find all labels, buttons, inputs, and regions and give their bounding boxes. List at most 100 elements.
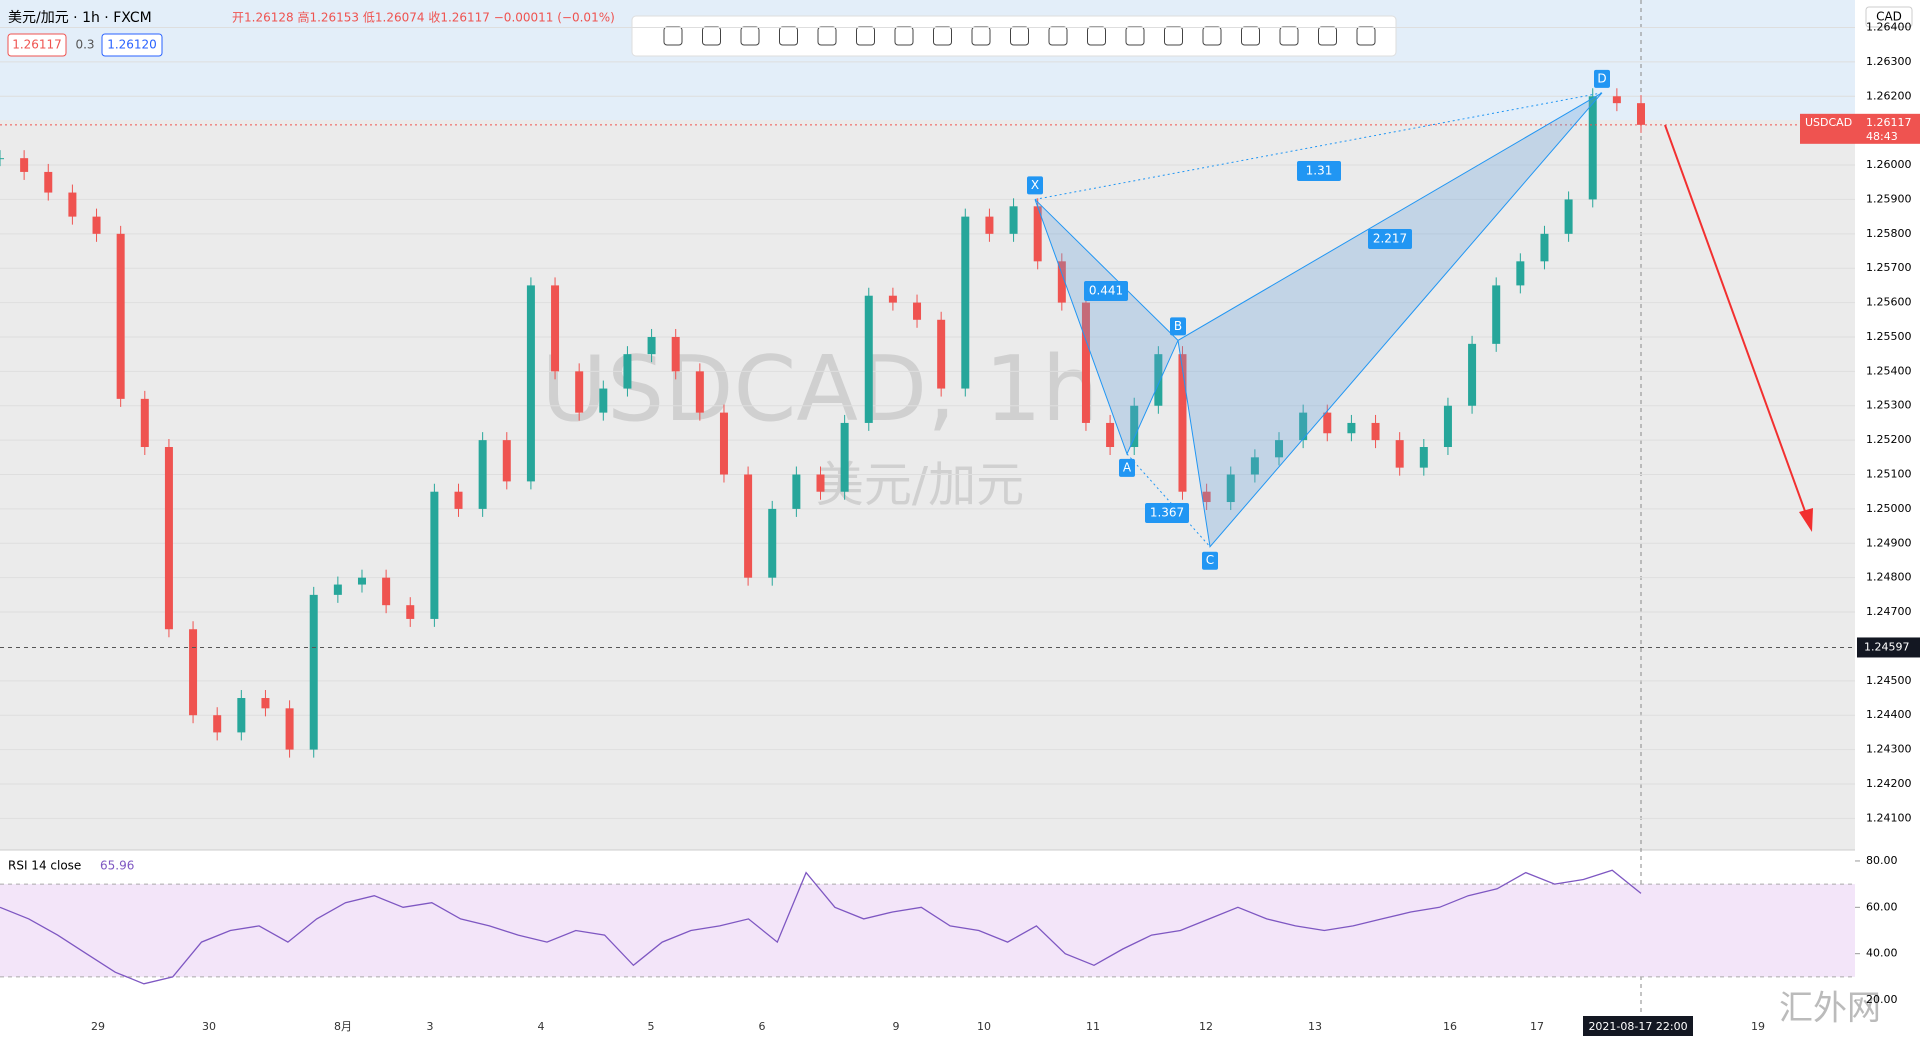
ask-box[interactable]	[101, 33, 163, 57]
tool-icon[interactable]	[1010, 26, 1029, 46]
last-price: 1.26117	[1866, 116, 1912, 129]
tool-icon[interactable]	[1241, 26, 1260, 46]
site-mark: 汇外网	[1779, 989, 1881, 1029]
tool-icon[interactable]	[1048, 26, 1068, 46]
candle	[68, 192, 77, 217]
tool-icon[interactable]	[856, 26, 875, 46]
toolbar[interactable]	[631, 15, 1397, 57]
candle	[333, 584, 342, 595]
tool-icon[interactable]	[740, 26, 760, 46]
pattern-point	[1027, 176, 1043, 195]
candle	[526, 285, 535, 482]
y-tick-label: 1.26300	[1866, 55, 1912, 68]
x-tick-label: 13	[1308, 1020, 1322, 1033]
bid[interactable]: 1.26117	[12, 38, 62, 52]
ask[interactable]: 1.26120	[107, 38, 157, 52]
candle	[1588, 96, 1597, 200]
currency[interactable]: CAD	[1876, 10, 1902, 24]
candle	[1081, 302, 1090, 423]
tool-icon[interactable]	[1202, 26, 1222, 46]
candle	[1516, 261, 1525, 286]
ohlc: 开1.26128 高1.26153 低1.26074 收1.26117 −0.0…	[232, 10, 615, 25]
pattern-label: D	[1597, 71, 1606, 85]
candle	[1443, 405, 1452, 448]
tool-icon[interactable]	[817, 26, 837, 46]
candle	[768, 508, 777, 578]
toolbar-box[interactable]	[631, 15, 1397, 57]
tool-icon[interactable]	[933, 26, 952, 46]
ratio: 0.441	[1089, 284, 1123, 298]
price-tag	[1800, 113, 1920, 144]
x-tick-label: 30	[202, 1020, 216, 1033]
ratio-box	[1084, 281, 1128, 301]
candle	[599, 388, 608, 413]
pattern-label: X	[1031, 178, 1039, 192]
y-tick-label: 1.25700	[1866, 261, 1912, 274]
candle	[1637, 103, 1645, 125]
y-tick-label: 1.24200	[1866, 777, 1912, 790]
x-tick-label: 16	[1443, 1020, 1457, 1033]
candle	[1250, 457, 1259, 475]
x-tick-label: 4	[538, 1020, 545, 1033]
candle	[551, 285, 560, 372]
rsi-last: 65.96	[100, 859, 134, 873]
candle	[1347, 422, 1356, 434]
candle	[1395, 440, 1404, 468]
currency-btn[interactable]	[1865, 6, 1913, 28]
x-tick-label: 11	[1086, 1020, 1100, 1033]
tool-icon[interactable]	[1318, 26, 1337, 46]
tool-icon[interactable]	[894, 26, 914, 46]
candle	[1033, 206, 1042, 262]
x-tick-label: 10	[977, 1020, 991, 1033]
countdown: 48:43	[1866, 130, 1898, 143]
candle	[623, 354, 632, 389]
candle	[1540, 233, 1549, 262]
ratio: 1.31	[1306, 164, 1333, 178]
x-tick-label: 2021-08-17 22:00	[1588, 1020, 1687, 1033]
candle	[816, 474, 825, 492]
candle	[1154, 354, 1163, 406]
y-tick-label: 1.26200	[1866, 89, 1912, 102]
tool-icon[interactable]	[663, 26, 683, 46]
x-tick-label: 19	[1751, 1020, 1765, 1033]
tool-icon[interactable]	[1087, 26, 1106, 46]
candle	[1057, 261, 1066, 303]
tool-icon[interactable]	[1356, 26, 1376, 46]
pattern-point	[1202, 551, 1218, 570]
candle	[744, 474, 753, 578]
pattern-point	[1170, 317, 1186, 336]
x-tick-label: 3	[427, 1020, 434, 1033]
bid-box[interactable]	[7, 33, 67, 57]
tool-icon[interactable]	[1279, 26, 1299, 46]
candle	[1323, 412, 1332, 434]
y-tick-label: 40.00	[1866, 947, 1898, 960]
y-tick-label: 1.25600	[1866, 296, 1912, 309]
y-tick-label: 1.24800	[1866, 571, 1912, 584]
tool-icon[interactable]	[779, 26, 798, 46]
tool-icon[interactable]	[1125, 26, 1145, 46]
candle	[213, 715, 222, 733]
tool-icon[interactable]	[971, 26, 991, 46]
candle	[0, 158, 4, 160]
tool-icon[interactable]	[1164, 26, 1183, 46]
date-box	[1583, 1016, 1693, 1036]
y-tick-label: 80.00	[1866, 854, 1898, 867]
x-tick-label: 8月	[334, 1020, 352, 1033]
candle	[309, 594, 318, 750]
candle	[237, 698, 246, 733]
x-tick-label: 9	[893, 1020, 900, 1033]
rsi-name: RSI 14 close	[8, 859, 81, 873]
pattern-label: A	[1123, 460, 1132, 474]
x-tick-label: 5	[648, 1020, 655, 1033]
x-tick-label: 17	[1530, 1020, 1544, 1033]
tool-icon[interactable]	[702, 26, 721, 46]
y-tick-label: 1.24900	[1866, 536, 1912, 549]
candle	[382, 577, 391, 606]
symbol-tag: USDCAD	[1805, 116, 1852, 129]
y-tick-label: 1.25100	[1866, 468, 1912, 481]
pattern-fill	[1034, 92, 1603, 548]
candle	[961, 216, 970, 389]
candle	[1226, 474, 1235, 503]
candle	[864, 295, 873, 423]
